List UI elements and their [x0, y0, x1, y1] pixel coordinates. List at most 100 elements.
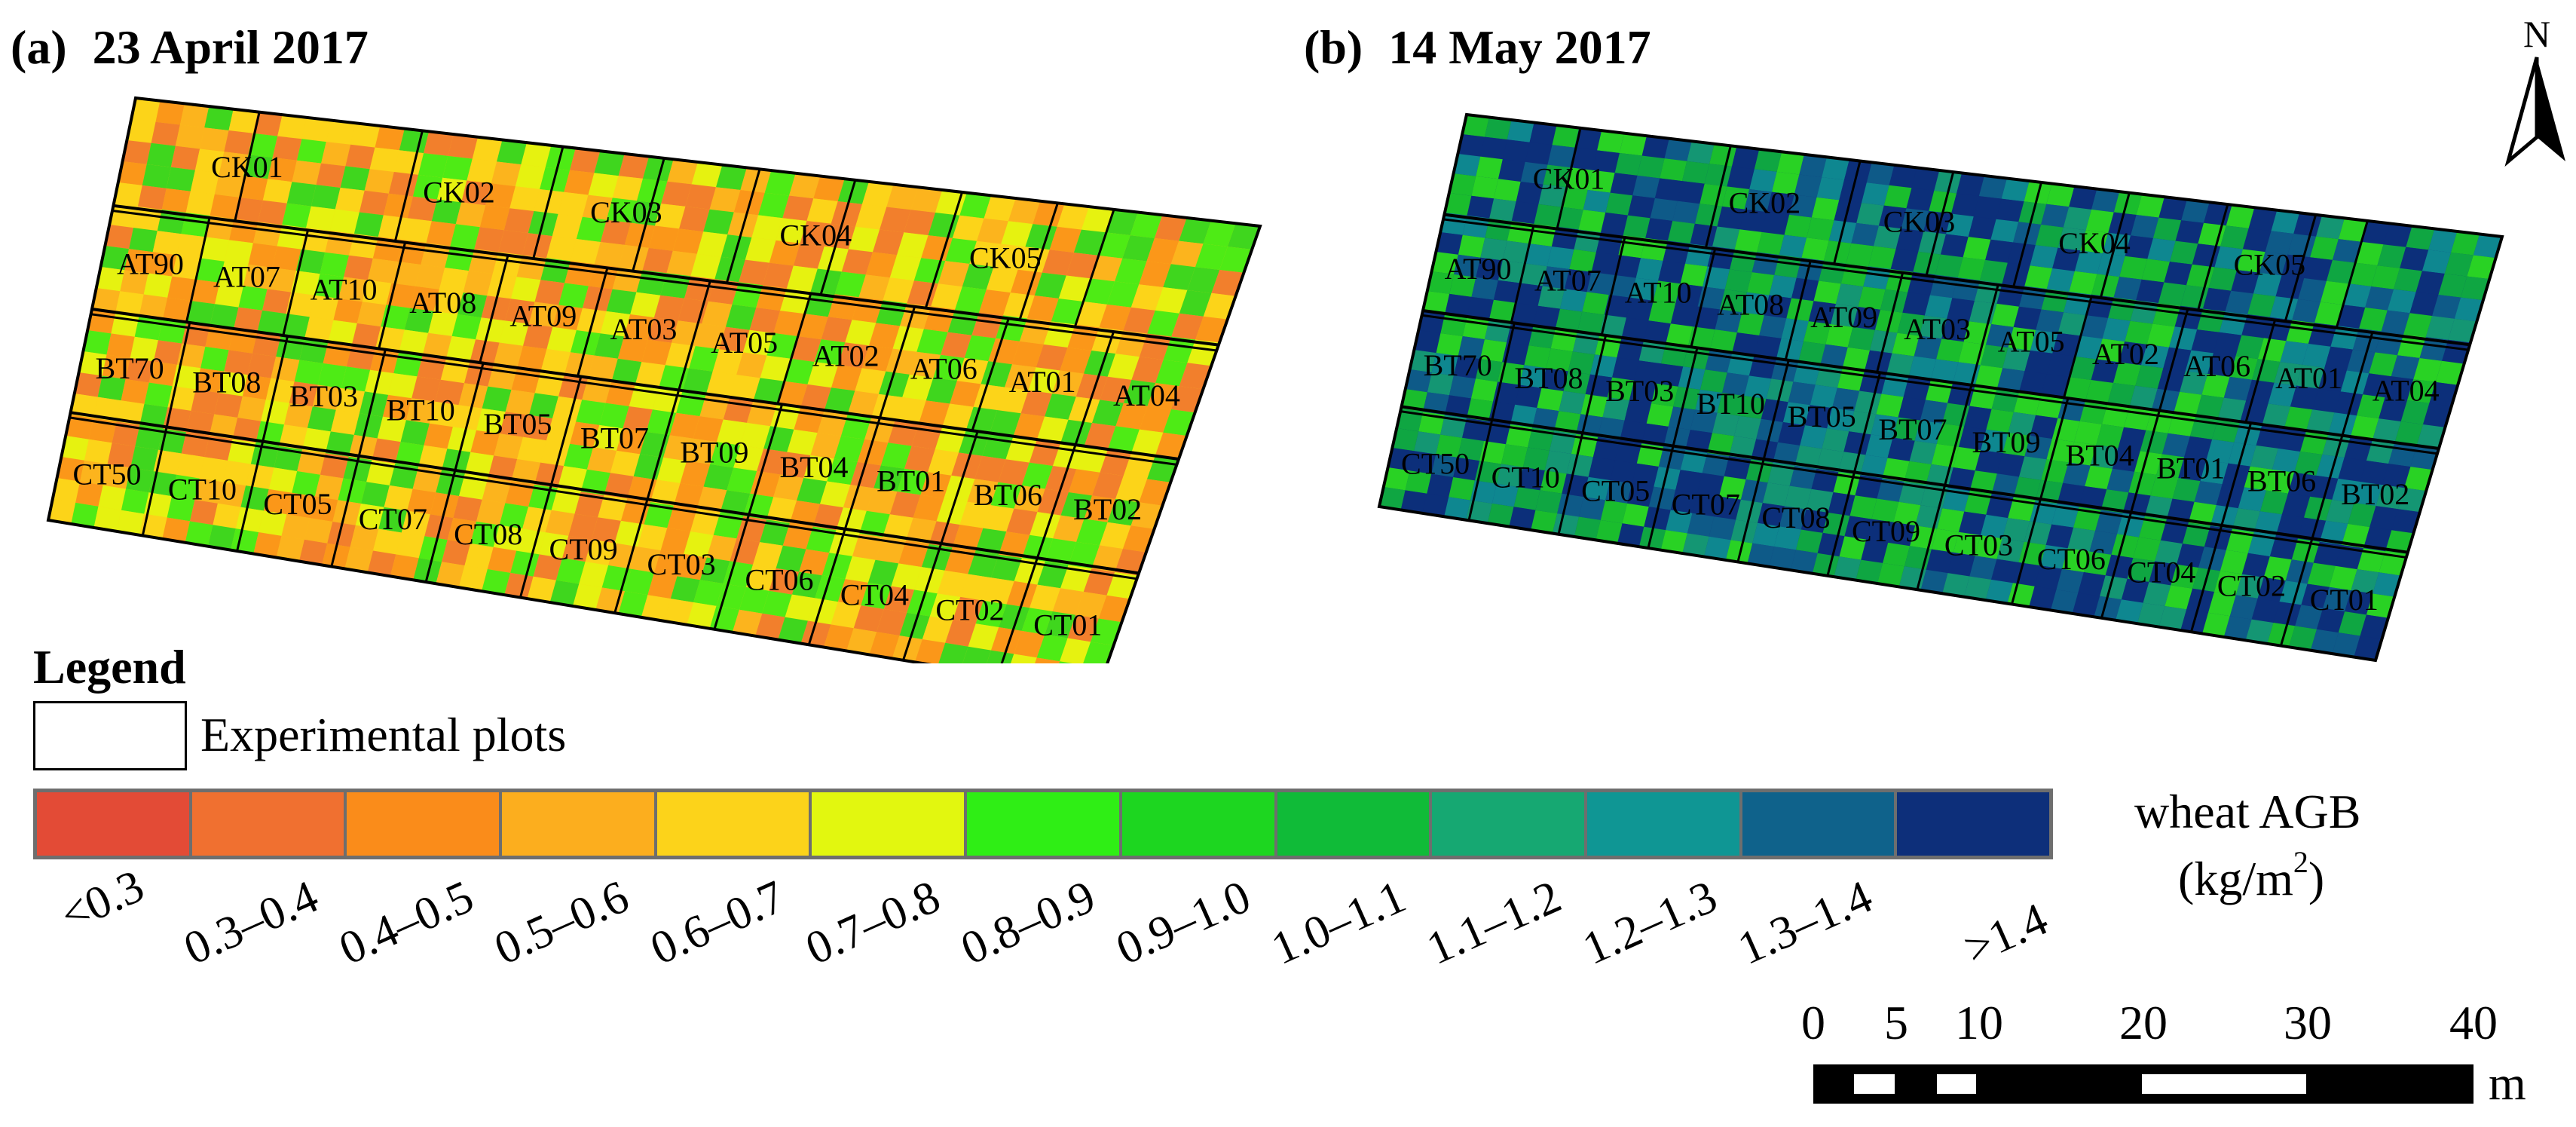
panel-b-title: (b) 14 May 2017 [1304, 20, 1651, 75]
scale-tick-label: 20 [2119, 996, 2168, 1049]
scale-tick-label: 10 [1955, 996, 2003, 1049]
plot-label: CT08 [1761, 501, 1830, 534]
plot-label: CK04 [780, 218, 852, 252]
plot-label: CT02 [2217, 569, 2286, 603]
colorbar-class-9 [1432, 792, 1587, 856]
plot-label: CT08 [454, 517, 522, 551]
class-label: 1.3–1.4 [1730, 871, 1880, 975]
plot-label: CT04 [2127, 556, 2195, 590]
colorbar-class-10 [1586, 792, 1742, 856]
plot-label: BT02 [2341, 477, 2409, 511]
panel-b-date: 14 May 2017 [1388, 20, 1651, 74]
colorbar-class-0 [37, 792, 192, 856]
plot-label: AT02 [2092, 337, 2159, 371]
plot-label: AT08 [409, 286, 476, 320]
plot-label: BT10 [387, 394, 455, 427]
plot-label: BT70 [1424, 348, 1492, 382]
plot-label: BT05 [1788, 400, 1856, 433]
plot-label: CT01 [1033, 608, 1102, 642]
plot-label: BT08 [1514, 361, 1583, 395]
class-label: 0.7–0.8 [798, 871, 947, 975]
plot-label: CT06 [745, 563, 813, 597]
plot-label: CK02 [423, 176, 495, 210]
plot-label: CT04 [840, 578, 909, 612]
plot-label: AT01 [2275, 361, 2342, 395]
plot-label: AT08 [1717, 288, 1784, 322]
plot-label: CT07 [1672, 487, 1740, 521]
plot-label: CT03 [647, 547, 716, 581]
plot-label: CK01 [1533, 162, 1605, 196]
scale-bar [1813, 1064, 2474, 1104]
experimental-plots-label: Experimental plots [200, 708, 567, 761]
north-label: N [2523, 13, 2550, 55]
plot-label: CK05 [2234, 248, 2306, 282]
scale-tick-label: 30 [2284, 996, 2332, 1049]
plot-label: CT09 [549, 532, 618, 566]
legend-heading: Legend [33, 640, 186, 694]
scale-bar-segment [1854, 1074, 1895, 1094]
class-label: 1.0–1.1 [1264, 871, 1414, 975]
plot-label: BT01 [877, 464, 945, 498]
colorbar-class-1 [191, 792, 347, 856]
scale-tick-label: 40 [2449, 996, 2498, 1049]
panel-a-title: (a) 23 April 2017 [11, 20, 369, 75]
plot-label: CT09 [1852, 514, 1920, 548]
scale-bar-segment [2142, 1074, 2306, 1094]
plot-label: CT10 [1491, 461, 1560, 495]
plot-label: AT04 [1113, 378, 1180, 412]
plot-label: BT05 [483, 407, 552, 441]
colorbar-class-11 [1742, 792, 1898, 856]
agb-colorbar [33, 789, 2053, 859]
plot-label: CK04 [2058, 226, 2131, 260]
plot-label: BT04 [2066, 439, 2134, 473]
colorbar-class-3 [502, 792, 657, 856]
class-label: 0.9–1.0 [1109, 871, 1259, 975]
plot-label: BT03 [289, 379, 358, 413]
plot-label: BT06 [2247, 464, 2316, 498]
colorbar-class-7 [1121, 792, 1277, 856]
plot-label: AT09 [1810, 300, 1877, 334]
class-label: 0.4–0.5 [332, 871, 482, 975]
plot-label: AT02 [812, 339, 880, 373]
variable-label: wheat AGB [2134, 785, 2361, 838]
plot-label: CK01 [211, 150, 283, 184]
class-label: <0.3 [53, 860, 151, 942]
class-label: 1.1–1.2 [1419, 871, 1569, 975]
plot-label: CT50 [72, 458, 141, 492]
plot-label: BT09 [1972, 425, 2040, 459]
plot-label: AT03 [610, 312, 677, 346]
class-label: 0.8–0.9 [953, 871, 1103, 975]
plot-label: CT03 [1944, 528, 2013, 562]
plot-label: AT05 [711, 326, 778, 360]
plot-label: BT70 [96, 351, 164, 385]
plot-label: AT03 [1904, 312, 1971, 346]
plot-label: AT10 [311, 273, 378, 307]
plot-label: CT02 [935, 593, 1004, 626]
plot-label: AT90 [117, 247, 184, 281]
plot-label: BT03 [1605, 374, 1674, 408]
class-label: 0.6–0.7 [643, 871, 792, 975]
plot-label: BT09 [680, 436, 748, 470]
plot-label: AT07 [1534, 264, 1602, 298]
colorbar-class-12 [1897, 792, 2049, 856]
colorbar-class-2 [347, 792, 503, 856]
plot-label: BT07 [1878, 412, 1947, 446]
class-label: 0.5–0.6 [487, 871, 637, 975]
plot-label: CK05 [969, 241, 1042, 275]
plot-label: BT02 [1073, 492, 1142, 526]
experimental-plots-swatch [33, 701, 187, 770]
class-label: 0.3–0.4 [176, 871, 326, 975]
scale-unit: m [2489, 1056, 2526, 1110]
colorbar-class-6 [967, 792, 1122, 856]
panel-a-tag: (a) [11, 20, 67, 74]
colorbar-class-8 [1277, 792, 1433, 856]
plot-label: AT06 [2183, 349, 2250, 383]
plot-label: BT10 [1696, 387, 1765, 421]
plot-label: BT06 [974, 478, 1042, 512]
plot-label: AT04 [2373, 374, 2440, 408]
plot-label: AT10 [1625, 275, 1692, 309]
map-panel-b: CK01 CK02 CK03 CK04 CK05 AT90 AT07 AT10 AT08 AT09… [1377, 112, 2504, 663]
plot-label: CT05 [263, 487, 332, 521]
panel-a-date: 23 April 2017 [92, 20, 369, 74]
map-panel-a: CK01 CK02 CK03 CK04 CK05 AT90 AT07 AT10 AT08 AT09… [46, 96, 1262, 663]
